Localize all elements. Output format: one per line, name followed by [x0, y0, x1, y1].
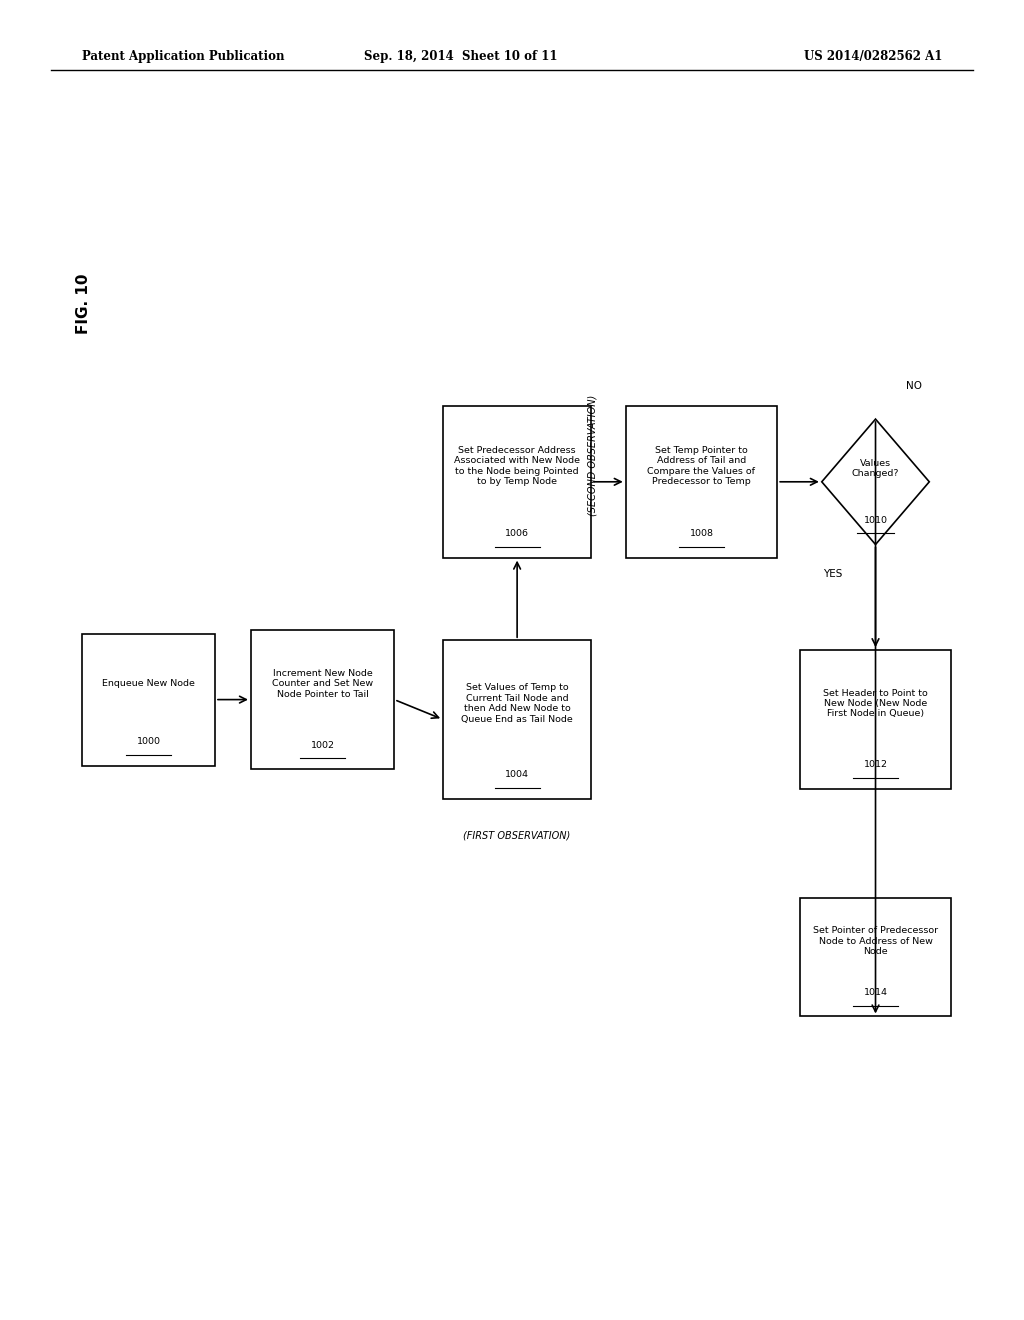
FancyBboxPatch shape — [800, 898, 951, 1016]
Text: Enqueue New Node: Enqueue New Node — [102, 680, 195, 688]
Text: Values
Changed?: Values Changed? — [852, 459, 899, 478]
Text: US 2014/0282562 A1: US 2014/0282562 A1 — [804, 50, 942, 63]
FancyBboxPatch shape — [82, 634, 215, 766]
Text: Set Values of Temp to
Current Tail Node and
then Add New Node to
Queue End as Ta: Set Values of Temp to Current Tail Node … — [461, 684, 573, 723]
Text: Patent Application Publication: Patent Application Publication — [82, 50, 285, 63]
Text: FIG. 10: FIG. 10 — [77, 273, 91, 334]
Text: 1010: 1010 — [863, 516, 888, 525]
Text: Set Predecessor Address
Associated with New Node
to the Node being Pointed
to by: Set Predecessor Address Associated with … — [454, 446, 581, 486]
Text: NO: NO — [906, 381, 923, 391]
Text: 1014: 1014 — [863, 989, 888, 997]
Text: Increment New Node
Counter and Set New
Node Pointer to Tail: Increment New Node Counter and Set New N… — [272, 669, 373, 698]
Text: Set Header to Point to
New Node (New Node
First Node in Queue): Set Header to Point to New Node (New Nod… — [823, 689, 928, 718]
FancyBboxPatch shape — [442, 640, 592, 799]
Text: 1006: 1006 — [505, 529, 529, 539]
Text: 1000: 1000 — [136, 738, 161, 746]
Text: YES: YES — [823, 569, 842, 578]
Text: 1004: 1004 — [505, 771, 529, 779]
Text: (SECOND OBSERVATION): (SECOND OBSERVATION) — [588, 395, 598, 516]
Text: (FIRST OBSERVATION): (FIRST OBSERVATION) — [464, 830, 570, 841]
FancyBboxPatch shape — [626, 407, 777, 557]
Text: 1008: 1008 — [689, 529, 714, 539]
Text: Set Pointer of Predecessor
Node to Address of New
Node: Set Pointer of Predecessor Node to Addre… — [813, 927, 938, 956]
FancyBboxPatch shape — [442, 407, 592, 557]
Text: 1002: 1002 — [310, 741, 335, 750]
FancyBboxPatch shape — [251, 631, 394, 768]
FancyBboxPatch shape — [800, 649, 951, 788]
Text: Set Temp Pointer to
Address of Tail and
Compare the Values of
Predecessor to Tem: Set Temp Pointer to Address of Tail and … — [647, 446, 756, 486]
Text: Sep. 18, 2014  Sheet 10 of 11: Sep. 18, 2014 Sheet 10 of 11 — [365, 50, 557, 63]
Text: 1012: 1012 — [863, 760, 888, 770]
Polygon shape — [821, 420, 930, 544]
